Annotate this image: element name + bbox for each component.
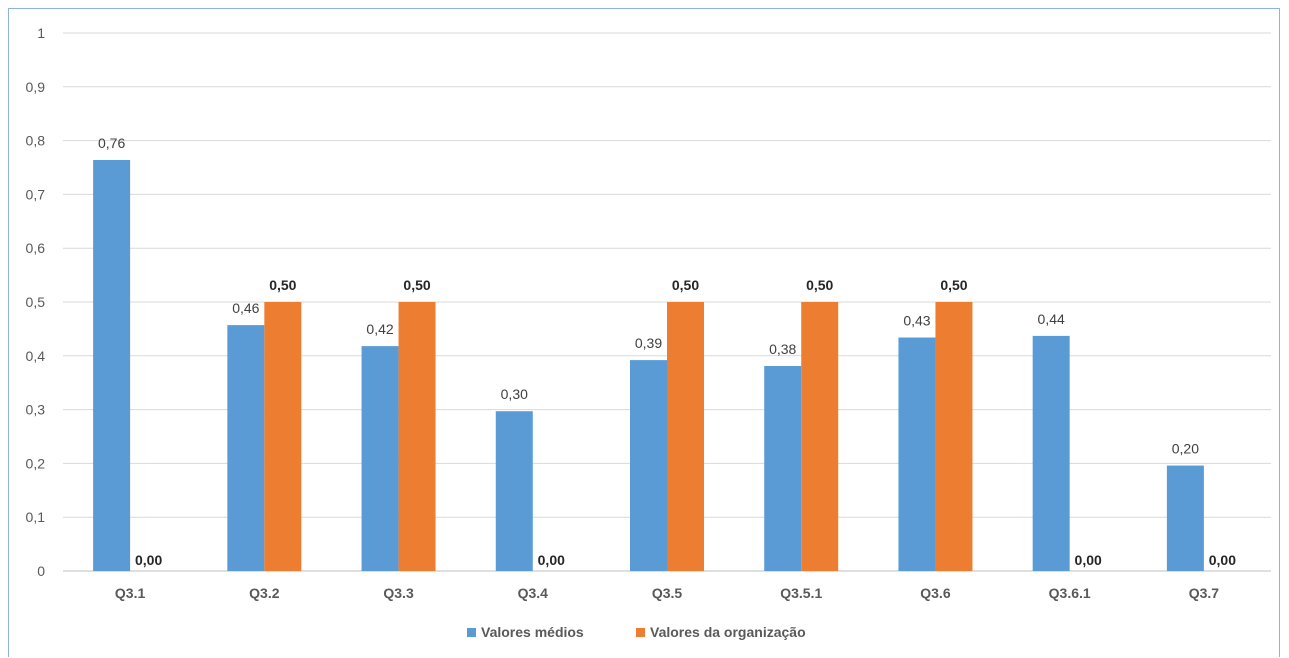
y-tick-label: 0,2 (26, 455, 46, 471)
chart-frame: 0 0,1 0,2 0,3 0,4 0,5 0,6 0,7 0,8 0,9 1 0,76 0,00 0,… (8, 8, 1280, 657)
x-axis-ticks: Q3.1 Q3.2 Q3.3 Q3.4 Q3.5 Q3.5.1 Q3.6 Q3.6.1 Q3.7 (115, 585, 1219, 601)
x-tick-label: Q3.5 (652, 585, 683, 601)
bar-valores-medios (1166, 465, 1204, 571)
y-tick-label: 0 (37, 563, 45, 579)
x-tick-label: Q3.3 (383, 585, 414, 601)
data-label: 0,44 (1038, 311, 1065, 327)
data-label: 0,39 (635, 335, 662, 351)
legend: Valores médios Valores da organização (467, 624, 806, 640)
bar-chart: 00,10,20,30,40,50,60,70,80,91 0,760,000,… (26, 25, 1271, 640)
bar-valores-medios (1032, 335, 1070, 571)
bar-valores-medios (630, 360, 667, 571)
y-tick-label: 0,5 (26, 294, 46, 310)
bar-valores-organizacao (264, 302, 302, 571)
data-label: 0,50 (269, 277, 296, 293)
data-label: 0,38 (769, 341, 796, 357)
x-tick-label: Q3.6 (920, 585, 951, 601)
y-tick-label: 0,4 (26, 348, 46, 364)
x-tick-label: Q3.6.1 (1049, 585, 1091, 601)
bar-valores-organizacao (935, 302, 973, 571)
data-label: 0,76 (98, 135, 125, 151)
legend-swatch (636, 628, 645, 637)
data-label: 0,46 (232, 300, 259, 316)
data-label: 0,00 (135, 552, 162, 568)
y-tick-label: 0,7 (26, 186, 46, 202)
data-label: 0,00 (538, 552, 565, 568)
legend-label: Valores da organização (650, 624, 806, 640)
x-tick-label: Q3.2 (249, 585, 280, 601)
data-label: 0,00 (1075, 552, 1102, 568)
legend-label: Valores médios (481, 624, 584, 640)
data-label: 0,50 (672, 277, 699, 293)
data-label: 0,50 (403, 277, 430, 293)
data-label: 0,50 (940, 277, 967, 293)
y-tick-label: 0,9 (26, 79, 46, 95)
bars (93, 159, 1204, 571)
data-label: 0,50 (806, 277, 833, 293)
bar-valores-medios (93, 159, 131, 571)
x-tick-label: Q3.1 (115, 585, 146, 601)
legend-swatch (467, 628, 476, 637)
bar-valores-medios (764, 366, 802, 571)
y-tick-label: 0,3 (26, 402, 46, 418)
data-label: 0,43 (903, 313, 930, 329)
data-label: 0,42 (366, 321, 393, 337)
bar-valores-organizacao (398, 302, 436, 571)
bar-valores-medios (361, 346, 399, 571)
bar-valores-medios (898, 337, 936, 571)
data-labels: 0,76 0,00 0,46 0,50 0,42 0,50 0,30 0,00 0,39 0,50… (98, 135, 1236, 568)
y-tick-label: 0,8 (26, 133, 46, 149)
x-tick-label: Q3.5.1 (780, 585, 822, 601)
bar-valores-organizacao (667, 302, 704, 571)
data-label: 0,30 (501, 386, 528, 402)
bar-valores-medios (227, 325, 265, 571)
x-tick-label: Q3.4 (518, 585, 549, 601)
bar-valores-medios (495, 411, 533, 571)
y-axis-ticks: 0 0,1 0,2 0,3 0,4 0,5 0,6 0,7 0,8 0,9 1 (26, 25, 46, 579)
data-label: 0,20 (1172, 441, 1199, 457)
bar-valores-organizacao (801, 302, 839, 571)
x-tick-label: Q3.7 (1189, 585, 1220, 601)
data-label: 0,00 (1209, 552, 1236, 568)
y-tick-label: 0,6 (26, 240, 46, 256)
y-tick-label: 0,1 (26, 509, 46, 525)
y-tick-label: 1 (37, 25, 45, 41)
